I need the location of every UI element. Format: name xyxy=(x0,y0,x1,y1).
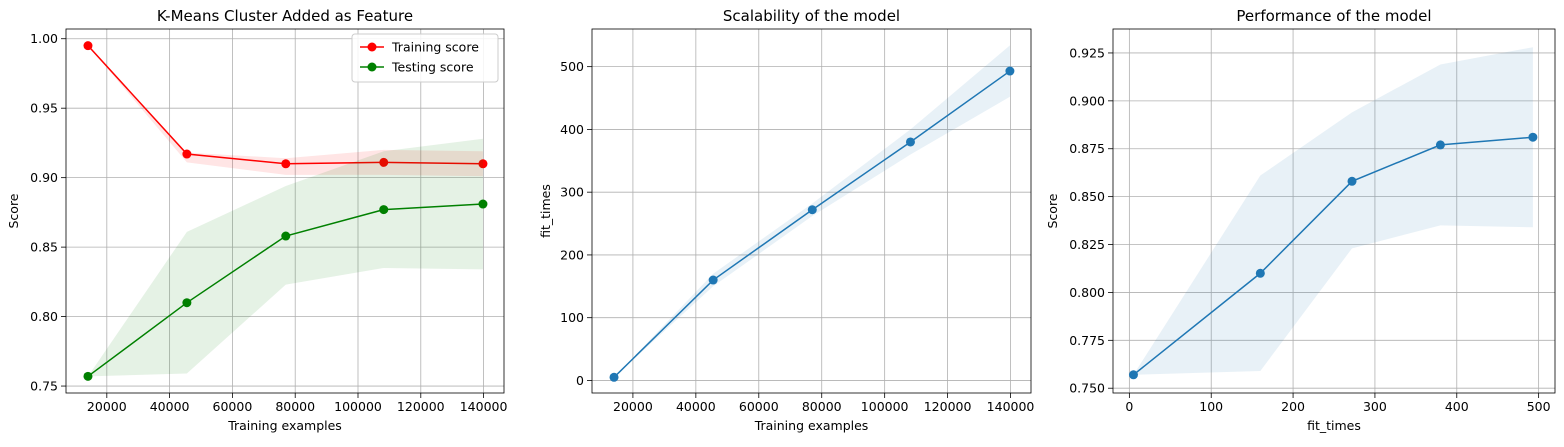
y-tick-label: 0.800 xyxy=(1069,285,1105,300)
data-point xyxy=(1128,370,1138,380)
data-point xyxy=(807,205,817,215)
legend-label: Testing score xyxy=(391,60,474,75)
data-point xyxy=(1005,66,1015,76)
confidence-band xyxy=(1133,47,1533,375)
data-point xyxy=(708,275,718,285)
data-point xyxy=(1347,176,1357,186)
chart-title: K-Means Cluster Added as Feature xyxy=(157,7,413,25)
y-tick-label: 0.75 xyxy=(30,379,58,394)
plot-frame xyxy=(1112,28,1556,394)
data-point xyxy=(83,41,93,51)
x-tick-label: 140000 xyxy=(460,399,508,414)
y-tick-label: 300 xyxy=(560,185,584,200)
y-tick-label: 400 xyxy=(560,122,584,137)
y-tick-label: 0.900 xyxy=(1069,93,1105,108)
x-axis-label: Training examples xyxy=(227,418,342,433)
x-tick-label: 120000 xyxy=(924,399,972,414)
y-tick-label: 0.80 xyxy=(30,309,58,324)
data-point xyxy=(182,149,192,159)
y-tick-label: 0.95 xyxy=(30,101,58,116)
x-tick-label: 100 xyxy=(1199,399,1223,414)
chart-panel-1: 20000 40000 60000 80000 100000 120000 140000 0.… xyxy=(6,7,507,433)
y-tick-label: 0.90 xyxy=(30,170,58,185)
data-point xyxy=(379,157,389,167)
y-axis-label: fit_times xyxy=(538,184,553,238)
legend-marker xyxy=(367,62,377,72)
y-tick-label: 0.875 xyxy=(1069,141,1105,156)
y-axis-label: Score xyxy=(1045,193,1060,228)
data-point xyxy=(182,298,192,308)
x-tick-label: 200 xyxy=(1281,399,1305,414)
chart-panel-2: 20000 40000 60000 80000 100000 120000 140000 0 1… xyxy=(538,7,1034,433)
y-tick-label: 500 xyxy=(560,59,584,74)
x-tick-label: 80000 xyxy=(802,399,842,414)
x-tick-label: 60000 xyxy=(739,399,779,414)
data-point xyxy=(83,371,93,381)
data-point xyxy=(379,205,389,215)
y-tick-label: 0.85 xyxy=(30,240,58,255)
legend-label: Training score xyxy=(391,40,479,55)
legend-box xyxy=(351,33,499,83)
x-tick-label: 80000 xyxy=(275,399,315,414)
y-tick-label: 0.775 xyxy=(1069,333,1105,348)
confidence-band xyxy=(87,138,483,377)
y-axis-label: Score xyxy=(6,193,21,228)
y-tick-label: 100 xyxy=(560,310,584,325)
data-point xyxy=(1255,268,1265,278)
legend-marker xyxy=(367,42,377,52)
x-tick-label: 120000 xyxy=(397,399,445,414)
x-tick-label: 60000 xyxy=(213,399,253,414)
data-point xyxy=(478,159,488,169)
data-point xyxy=(478,199,488,209)
x-tick-label: 0 xyxy=(1125,399,1133,414)
data-point xyxy=(281,231,291,241)
chart-legend: Training score Testing score xyxy=(351,33,499,83)
x-axis-label: Training examples xyxy=(754,418,869,433)
plot-frame xyxy=(65,28,505,394)
data-point xyxy=(905,137,915,147)
data-point xyxy=(1435,140,1445,150)
y-tick-label: 0.825 xyxy=(1069,237,1105,252)
y-tick-label: 0 xyxy=(576,373,584,388)
chart-title: Scalability of the model xyxy=(723,7,900,25)
chart-title: Performance of the model xyxy=(1236,7,1431,25)
data-point xyxy=(609,372,619,382)
x-tick-label: 20000 xyxy=(87,399,127,414)
data-point xyxy=(281,159,291,169)
x-tick-label: 40000 xyxy=(150,399,190,414)
plot-frame xyxy=(591,28,1032,394)
x-tick-label: 100000 xyxy=(861,399,909,414)
y-tick-label: 0.925 xyxy=(1069,45,1105,60)
x-tick-label: 500 xyxy=(1527,399,1551,414)
data-point xyxy=(1528,132,1538,142)
x-tick-label: 140000 xyxy=(987,399,1035,414)
y-tick-label: 0.750 xyxy=(1069,381,1105,396)
y-tick-label: 200 xyxy=(560,247,584,262)
x-tick-label: 300 xyxy=(1363,399,1387,414)
chart-panel-3: 0 100 200 300 400 500 0.750 0.775 0.800 0.825 0.85… xyxy=(1045,7,1556,433)
x-axis-label: fit_times xyxy=(1307,418,1361,433)
x-tick-label: 40000 xyxy=(676,399,716,414)
x-tick-label: 400 xyxy=(1445,399,1469,414)
x-tick-label: 100000 xyxy=(334,399,382,414)
x-tick-label: 20000 xyxy=(613,399,653,414)
y-tick-label: 0.850 xyxy=(1069,189,1105,204)
y-tick-label: 1.00 xyxy=(30,31,58,46)
